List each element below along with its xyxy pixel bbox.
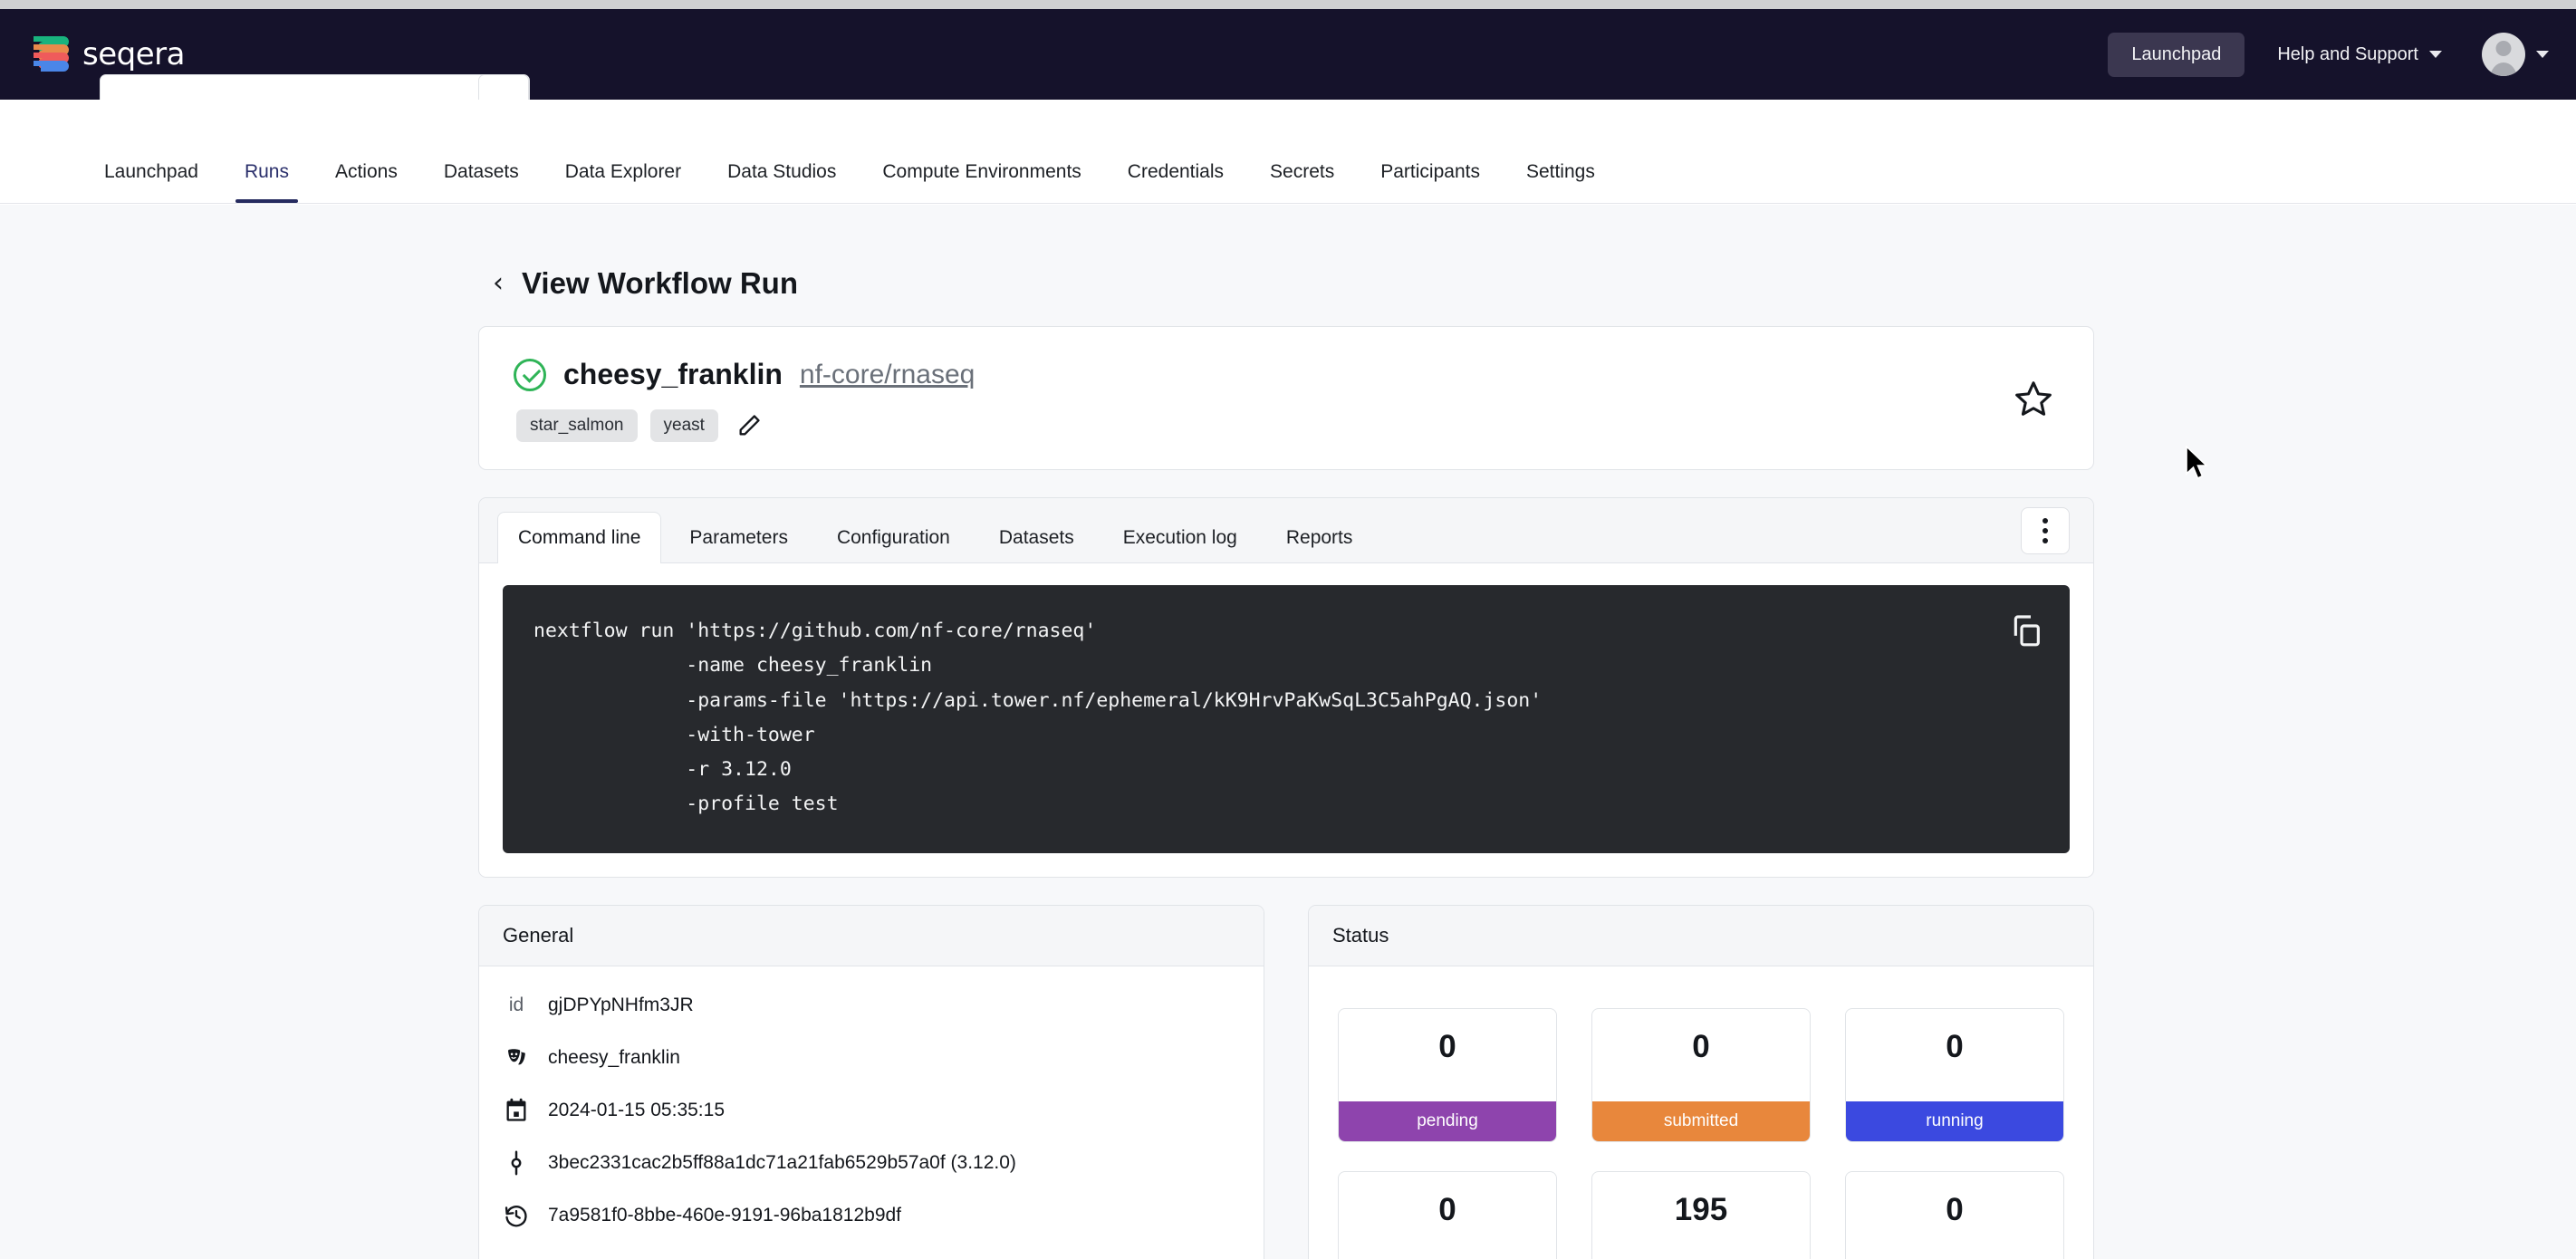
tab-reports[interactable]: Reports [1285,527,1353,548]
bottom-panels: General id gjDPYpNHfm3JR [478,904,2094,1259]
status-card-pending[interactable]: 0 pending [1338,1007,1557,1142]
status-count-submitted: 0 [1692,1028,1710,1064]
status-count-pending: 0 [1438,1028,1456,1064]
page-body: ‹ View Workflow Run cheesy_franklin nf-c… [0,205,2576,1259]
brand-name: seqera [82,36,185,72]
status-success-icon [514,358,546,391]
status-card-running[interactable]: 0 running [1845,1007,2064,1142]
id-label: id [508,994,524,1015]
primary-nav-bar: Launchpad Runs Actions Datasets Data Exp… [0,100,2576,204]
status-count-6: 0 [1946,1191,1964,1227]
favorite-star-icon[interactable] [2014,379,2053,418]
run-name: cheesy_franklin [563,358,783,390]
command-line-text: nextflow run 'https://github.com/nf-core… [533,620,1543,816]
nav-item-actions[interactable]: Actions [334,161,398,182]
run-details-tabs: Command line Parameters Configuration Da… [479,498,2093,563]
brand-logo[interactable]: seqera [34,35,185,73]
general-panel: General id gjDPYpNHfm3JR [478,904,1264,1259]
nav-item-secrets[interactable]: Secrets [1270,161,1335,182]
help-and-support-label: Help and Support [2277,43,2418,64]
status-panel-title: Status [1309,905,2093,966]
status-card-grid: 0 pending 0 submitted 0 running [1332,992,2070,1259]
status-label-running: running [1846,1100,2063,1141]
command-line-code-block: nextflow run 'https://github.com/nf-core… [503,585,2070,853]
status-card-6[interactable]: 0 [1845,1170,2064,1259]
page-title: View Workflow Run [522,266,798,300]
user-menu[interactable] [2482,33,2549,76]
status-card-4[interactable]: 0 [1338,1170,1557,1259]
general-value-id: gjDPYpNHfm3JR [548,994,694,1015]
status-panel: Status 0 pending 0 submitted [1308,904,2094,1259]
history-icon [503,1202,530,1229]
tab-configuration[interactable]: Configuration [836,527,950,548]
mouse-cursor [2185,445,2212,484]
status-label-submitted: submitted [1592,1100,1810,1141]
tag-yeast[interactable]: yeast [649,409,718,442]
copy-icon[interactable] [2008,612,2044,649]
launchpad-button[interactable]: Launchpad [2108,32,2245,77]
content-column: ‹ View Workflow Run cheesy_franklin nf-c… [478,205,2094,1259]
status-panel-body: 0 pending 0 submitted 0 running [1309,966,2093,1259]
general-row-date: 2024-01-15 05:35:15 [503,1097,1240,1124]
masks-icon [503,1044,530,1072]
run-tags: star_salmon yeast [516,409,2059,442]
kebab-menu-icon[interactable] [2021,506,2070,554]
nav-item-credentials[interactable]: Credentials [1127,161,1225,182]
nav-item-compute-environments[interactable]: Compute Environments [882,161,1081,182]
page-title-row: ‹ View Workflow Run [478,205,2094,326]
kebab-dot [2043,537,2048,543]
help-and-support-menu[interactable]: Help and Support [2277,44,2442,65]
general-value-run-name: cheesy_franklin [548,1046,680,1068]
pencil-icon[interactable] [736,413,762,438]
nav-item-data-studios[interactable]: Data Studios [727,161,837,182]
tag-star-salmon[interactable]: star_salmon [516,409,638,442]
kebab-dot [2043,527,2048,533]
chevron-down-icon [2429,51,2442,58]
avatar [2482,33,2525,76]
general-value-date: 2024-01-15 05:35:15 [548,1099,725,1120]
tab-command-line[interactable]: Command line [497,512,662,563]
nav-item-launchpad[interactable]: Launchpad [104,161,198,182]
nav-item-participants[interactable]: Participants [1380,161,1480,182]
browser-chrome-strip [0,0,2576,9]
back-button[interactable]: ‹ [493,267,504,299]
run-details-tabs-card: Command line Parameters Configuration Da… [478,497,2094,878]
calendar-icon [503,1097,530,1124]
status-count-running: 0 [1946,1028,1964,1064]
primary-nav-tabs: Launchpad Runs Actions Datasets Data Exp… [104,161,1641,203]
status-card-submitted[interactable]: 0 submitted [1591,1007,1811,1142]
general-row-commit: 3bec2331cac2b5ff88a1dc71a21fab6529b57a0f… [503,1149,1240,1177]
seqera-logo-icon [34,35,70,73]
chevron-down-icon [2536,51,2549,58]
tab-execution-log[interactable]: Execution log [1122,527,1237,548]
pipeline-link[interactable]: nf-core/rnaseq [799,359,976,389]
general-row-id: id gjDPYpNHfm3JR [503,992,1240,1019]
top-header-actions: Launchpad Help and Support [2108,32,2549,77]
status-count-5: 195 [1674,1191,1728,1227]
general-panel-title: General [479,905,1264,966]
general-row-session: 7a9581f0-8bbe-460e-9191-96ba1812b9df [503,1202,1240,1229]
command-line-panel: nextflow run 'https://github.com/nf-core… [479,563,2093,877]
run-title-row: cheesy_franklin nf-core/rnaseq [514,358,2059,391]
general-row-run-name: cheesy_franklin [503,1044,1240,1072]
nav-item-settings[interactable]: Settings [1525,161,1595,182]
status-count-4: 0 [1438,1191,1456,1227]
general-value-commit: 3bec2331cac2b5ff88a1dc71a21fab6529b57a0f… [548,1151,1016,1173]
status-card-5[interactable]: 195 [1591,1170,1811,1259]
general-panel-body: id gjDPYpNHfm3JR [479,966,1264,1229]
tab-datasets[interactable]: Datasets [998,527,1074,548]
kebab-dot [2043,517,2048,524]
status-label-pending: pending [1339,1100,1556,1141]
nav-item-data-explorer[interactable]: Data Explorer [564,161,682,182]
nav-item-runs[interactable]: Runs [235,161,299,203]
run-header-card: cheesy_franklin nf-core/rnaseq star_salm… [478,326,2094,470]
git-commit-icon [503,1149,530,1177]
tab-parameters[interactable]: Parameters [689,527,788,548]
nav-item-datasets[interactable]: Datasets [443,161,519,182]
general-value-session: 7a9581f0-8bbe-460e-9191-96ba1812b9df [548,1204,902,1225]
